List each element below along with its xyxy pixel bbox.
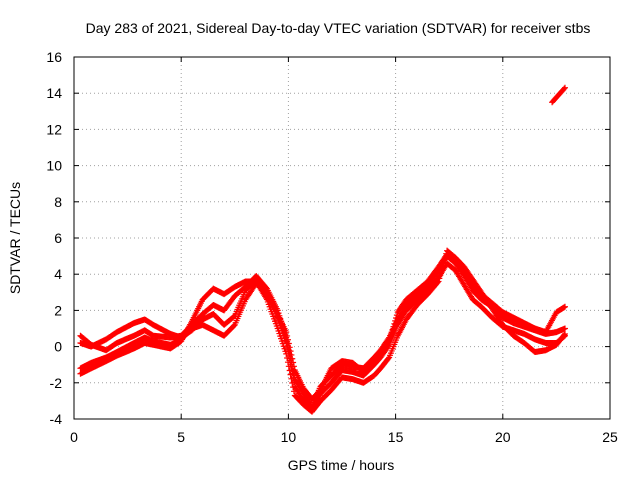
data-point	[286, 344, 293, 351]
y-tick-label: -4	[50, 411, 63, 427]
x-axis-label: GPS time / hours	[288, 457, 395, 473]
y-tick-label: 12	[46, 121, 62, 137]
data-point	[561, 85, 568, 92]
data-point	[290, 359, 297, 366]
data-point	[284, 359, 291, 366]
data-point	[390, 323, 397, 330]
data-point	[287, 348, 294, 355]
y-tick-label: 6	[54, 230, 62, 246]
y-tick-label: 10	[46, 158, 62, 174]
data-point	[387, 335, 394, 342]
chart-title: Day 283 of 2021, Sidereal Day-to-day VTE…	[86, 20, 591, 36]
data-point	[287, 371, 294, 378]
y-tick-label: 14	[46, 85, 62, 101]
data-point	[283, 329, 290, 336]
data-point	[388, 329, 395, 336]
data-point	[393, 315, 400, 322]
series-track-c	[77, 247, 568, 415]
data-point	[435, 278, 442, 285]
x-tick-label: 0	[70, 429, 78, 445]
data-point	[393, 312, 400, 319]
data-point	[230, 322, 237, 329]
data-point	[290, 363, 297, 370]
data-point	[438, 266, 445, 273]
data-point	[434, 279, 441, 286]
data-point	[289, 379, 296, 386]
data-point	[386, 338, 393, 345]
data-point	[561, 303, 568, 310]
data-point	[387, 332, 394, 339]
data-point	[288, 375, 295, 382]
grid	[74, 57, 610, 419]
x-tick-label: 15	[388, 429, 404, 445]
data-point	[561, 84, 568, 91]
y-tick-label: 16	[46, 49, 62, 65]
data-point	[290, 388, 297, 395]
data-point	[288, 351, 295, 358]
data-point	[561, 332, 568, 339]
x-tick-label: 25	[602, 429, 618, 445]
y-axis-label: SDTVAR / TECUs	[7, 182, 23, 294]
y-tick-label: 0	[54, 339, 62, 355]
data-point	[289, 355, 296, 362]
data-point	[284, 355, 291, 362]
data-point	[385, 355, 392, 362]
data-point	[389, 326, 396, 333]
data-point	[284, 336, 291, 343]
y-tick-label: -2	[50, 375, 63, 391]
y-tick-label: 8	[54, 194, 62, 210]
data-point	[285, 340, 292, 347]
x-tick-label: 20	[495, 429, 511, 445]
data-point	[437, 272, 444, 279]
data-point	[290, 384, 297, 391]
data-point	[392, 317, 399, 324]
y-tick-label: 4	[54, 266, 62, 282]
data-points	[77, 84, 568, 415]
data-point	[283, 350, 290, 357]
data-point	[286, 367, 293, 374]
series-outlier-segment	[549, 84, 568, 106]
data-point	[385, 339, 392, 346]
x-tick-label: 5	[177, 429, 185, 445]
data-point	[284, 332, 291, 339]
x-tick-label: 10	[281, 429, 297, 445]
data-point	[391, 320, 398, 327]
axis-ticks: 0 5 10 15 20 25 -4 -2 0 2 4 6 8 10 12 14 16	[46, 49, 618, 445]
data-point	[285, 363, 292, 370]
data-point	[561, 325, 568, 332]
data-point	[436, 275, 443, 282]
data-point	[561, 330, 568, 337]
series-track-d	[77, 251, 568, 403]
y-tick-label: 2	[54, 302, 62, 318]
data-point	[438, 269, 445, 276]
